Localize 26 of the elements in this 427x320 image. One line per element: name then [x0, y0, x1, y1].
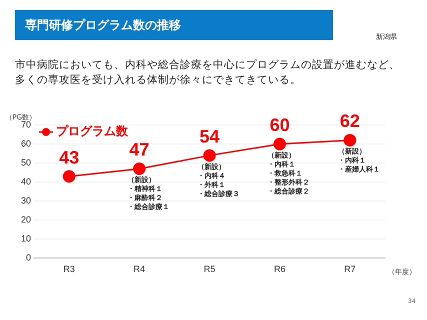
y-tick-label: 70 — [20, 119, 32, 130]
y-tick-label: 0 — [26, 252, 32, 263]
data-label: 54 — [199, 126, 220, 146]
data-label: 62 — [340, 111, 360, 132]
y-tick-label: 40 — [20, 176, 32, 187]
point — [344, 134, 356, 146]
point — [133, 162, 146, 176]
point — [62, 170, 76, 183]
legend-label: プログラム数 — [56, 124, 130, 138]
y-tick-label: 60 — [20, 138, 32, 149]
x-tick-label: R7 — [344, 264, 356, 274]
point — [203, 149, 216, 162]
x-tick-label: R4 — [134, 264, 146, 274]
data-label: 43 — [59, 147, 80, 168]
y-tick-label: 30 — [20, 196, 32, 206]
data-label: 47 — [129, 140, 150, 160]
point — [273, 138, 286, 150]
x-tick-label: R5 — [204, 264, 216, 274]
data-label: 60 — [270, 114, 290, 135]
chart-title: 専門研修プログラム数の推移 — [15, 10, 333, 40]
chart-subtitle: 市中病院においても、内科や総合診療を中心にプログラムの設置が進むなど、多くの専攻医を受け入れる体制が徐々にできてきている。 — [15, 58, 400, 88]
x-tick-label: R6 — [274, 264, 286, 274]
x-tick-label: R3 — [63, 264, 75, 274]
y-tick-label: 10 — [20, 234, 32, 244]
y-tick-label: 20 — [20, 214, 32, 225]
y-tick-label: 50 — [20, 158, 32, 168]
